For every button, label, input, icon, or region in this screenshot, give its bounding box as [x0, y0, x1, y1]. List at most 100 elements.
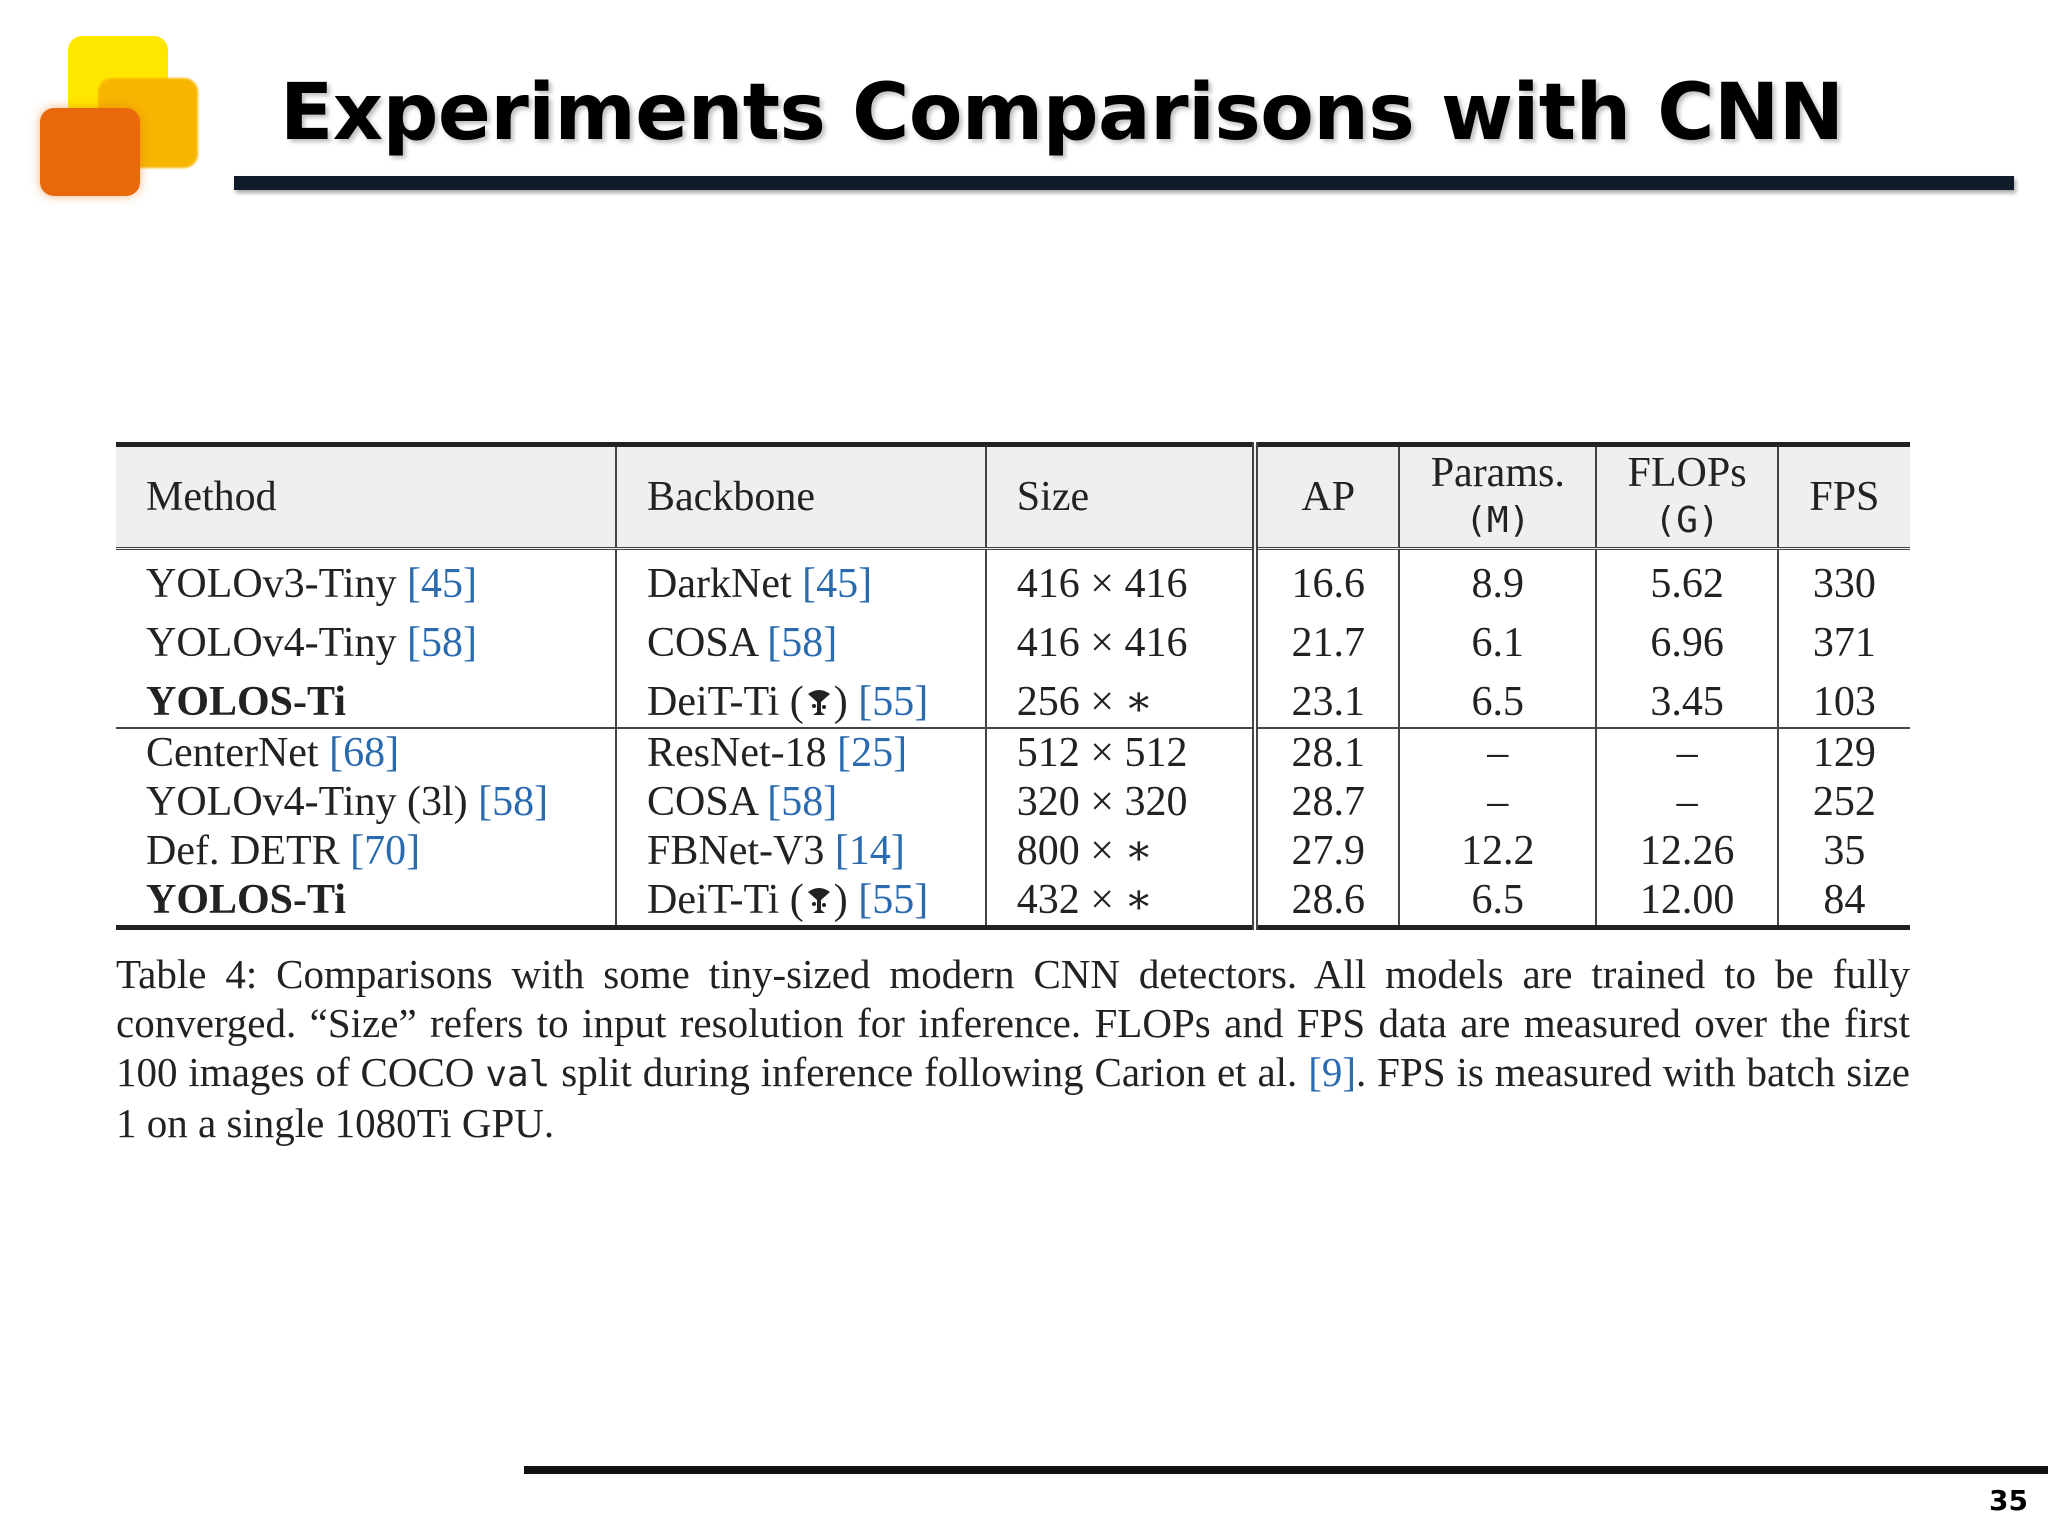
backbone-cell: COSA [58] — [616, 778, 987, 827]
ap-cell: 21.7 — [1255, 609, 1401, 668]
table-row: YOLOv4-Tiny [58] COSA [58] 416 × 416 21.… — [116, 609, 1910, 668]
header-params-unit: (M) — [1465, 500, 1531, 541]
backbone-name: COSA — [647, 620, 757, 666]
alembic-icon — [807, 888, 830, 913]
size-cell: 256 × ∗ — [985, 668, 1259, 728]
params-cell: 6.1 — [1399, 609, 1598, 668]
backbone-name: ResNet-18 — [647, 730, 827, 776]
logo-orange-square — [40, 108, 140, 196]
header-method: Method — [116, 444, 618, 549]
params-cell: – — [1399, 778, 1598, 827]
size-cell: 416 × 416 — [985, 548, 1259, 609]
method-cell: Def. DETR [70] — [116, 827, 618, 876]
fps-cell: 129 — [1812, 730, 1876, 776]
caption-text: Table 4: Comparisons with some tiny-size… — [116, 951, 1910, 1095]
method-cell: YOLOS-Ti — [116, 668, 618, 728]
flops-cell: 5.62 — [1596, 548, 1779, 609]
citation-link[interactable]: [58] — [767, 779, 838, 825]
backbone-name: DarkNet — [647, 561, 792, 607]
header-flops: FLOPs (G) — [1596, 444, 1779, 549]
method-cell: YOLOv3-Tiny [45] — [116, 548, 618, 609]
method-cell: YOLOv4-Tiny [58] — [116, 609, 618, 668]
fps-cell: 103 — [1812, 679, 1876, 725]
size-cell: 320 × 320 — [985, 778, 1259, 827]
comparison-table: Method Backbone Size AP Params. (M) FLOP… — [116, 442, 1910, 930]
fps-cell: 371 — [1812, 620, 1876, 666]
backbone-name: COSA — [647, 779, 757, 825]
citation-link[interactable]: [45] — [802, 561, 873, 607]
table-row: YOLOS-Ti DeiT-Ti () [55] 432 × ∗ 28.6 6.… — [116, 876, 1910, 930]
table-row: YOLOS-Ti DeiT-Ti () [55] 256 × ∗ 23.1 6.… — [116, 668, 1910, 728]
size-cell: 416 × 416 — [985, 609, 1259, 668]
fps-cell: 84 — [1777, 876, 1910, 930]
backbone-name: FBNet-V3 — [647, 828, 825, 874]
citation-link[interactable]: [58] — [406, 620, 477, 666]
backbone-suffix: ) — [833, 877, 848, 923]
backbone-cell: COSA [58] — [616, 609, 987, 668]
size-cell: 432 × ∗ — [985, 876, 1259, 930]
method-name: YOLOS-Ti — [146, 877, 346, 923]
ap-cell: 28.1 — [1255, 728, 1401, 778]
citation-link[interactable]: [70] — [350, 828, 421, 874]
citation-link[interactable]: [55] — [858, 679, 929, 725]
size-cell: 512 × 512 — [985, 728, 1259, 778]
header-flops-label: FLOPs — [1627, 450, 1747, 496]
citation-link[interactable]: [9] — [1308, 1049, 1357, 1095]
backbone-cell: DeiT-Ti () [55] — [616, 876, 987, 930]
method-name: YOLOS-Ti — [146, 679, 346, 725]
ap-cell: 23.1 — [1255, 668, 1401, 728]
header-flops-unit: (G) — [1654, 500, 1720, 541]
ap-cell: 28.6 — [1255, 876, 1401, 930]
slide-logo — [30, 30, 210, 210]
flops-cell: – — [1596, 778, 1779, 827]
flops-cell: 12.26 — [1596, 827, 1779, 876]
table-caption: Table 4: Comparisons with some tiny-size… — [116, 950, 1910, 1148]
page-number: 35 — [1989, 1484, 2028, 1517]
method-cell: CenterNet [68] — [116, 728, 618, 778]
table-header-row: Method Backbone Size AP Params. (M) FLOP… — [116, 444, 1910, 549]
citation-link[interactable]: [25] — [837, 730, 908, 776]
method-name: YOLOv4-Tiny — [146, 620, 397, 666]
method-name: YOLOv4-Tiny (3l) — [146, 779, 468, 825]
fps-cell: 35 — [1823, 828, 1866, 874]
fps-cell: 252 — [1812, 779, 1876, 825]
citation-link[interactable]: [68] — [329, 730, 400, 776]
title-underline — [234, 176, 2014, 190]
backbone-cell: FBNet-V3 [14] — [616, 827, 987, 876]
header-params-label: Params. — [1430, 450, 1565, 496]
size-cell: 800 × ∗ — [985, 827, 1259, 876]
method-name: CenterNet — [146, 730, 319, 776]
backbone-suffix: ) — [833, 679, 848, 725]
method-cell: YOLOv4-Tiny (3l) [58] — [116, 778, 618, 827]
header-ap: AP — [1255, 444, 1401, 549]
fps-cell: 330 — [1812, 561, 1876, 607]
backbone-name: DeiT-Ti ( — [647, 679, 804, 725]
citation-link[interactable]: [58] — [767, 620, 838, 666]
header-backbone: Backbone — [616, 444, 987, 549]
citation-link[interactable]: [14] — [834, 828, 905, 874]
backbone-name: DeiT-Ti ( — [647, 877, 804, 923]
backbone-cell: DeiT-Ti () [55] — [616, 668, 987, 728]
citation-link[interactable]: [58] — [478, 779, 549, 825]
table-row: YOLOv3-Tiny [45] DarkNet [45] 416 × 416 … — [116, 548, 1910, 609]
flops-cell: 6.96 — [1596, 609, 1779, 668]
alembic-icon — [807, 690, 830, 715]
params-cell: 8.9 — [1399, 548, 1598, 609]
flops-cell: – — [1596, 728, 1779, 778]
citation-link[interactable]: [45] — [406, 561, 477, 607]
citation-link[interactable]: [55] — [858, 877, 929, 923]
caption-code: val — [485, 1054, 551, 1095]
params-cell: 6.5 — [1399, 668, 1598, 728]
ap-cell: 16.6 — [1255, 548, 1401, 609]
method-name: Def. DETR — [146, 828, 340, 874]
table-row: CenterNet [68] ResNet-18 [25] 512 × 512 … — [116, 728, 1910, 778]
footer-rule — [524, 1466, 2048, 1474]
method-cell: YOLOS-Ti — [116, 876, 618, 930]
header-params: Params. (M) — [1399, 444, 1598, 549]
flops-cell: 12.00 — [1596, 876, 1779, 930]
ap-cell: 28.7 — [1255, 778, 1401, 827]
backbone-cell: DarkNet [45] — [616, 548, 987, 609]
flops-cell: 3.45 — [1596, 668, 1779, 728]
caption-text-3: . FPS is measured with batch size 1 on a… — [116, 1049, 1910, 1146]
header-fps: FPS — [1809, 474, 1880, 520]
